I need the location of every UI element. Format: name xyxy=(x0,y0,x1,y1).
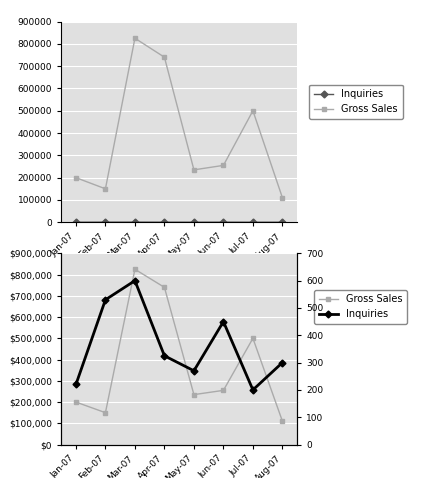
Inquiries xyxy=(132,278,138,283)
Inquiries xyxy=(280,360,285,366)
Gross Sales xyxy=(73,175,79,181)
Inquiries xyxy=(162,353,167,358)
Gross Sales xyxy=(162,54,167,60)
Inquiries xyxy=(103,297,108,303)
Inquiries xyxy=(162,219,167,225)
Inquiries xyxy=(132,219,138,225)
Gross Sales xyxy=(280,418,285,424)
Inquiries xyxy=(280,219,285,225)
Inquiries xyxy=(191,219,197,225)
Gross Sales xyxy=(221,388,226,393)
Gross Sales xyxy=(103,186,108,192)
Gross Sales xyxy=(132,35,138,41)
Inquiries xyxy=(250,219,256,225)
Gross Sales xyxy=(250,336,256,341)
Gross Sales xyxy=(132,266,138,272)
Line: Inquiries: Inquiries xyxy=(73,220,285,225)
Gross Sales xyxy=(191,167,197,173)
Line: Gross Sales: Gross Sales xyxy=(73,36,285,200)
Gross Sales xyxy=(73,399,79,405)
Gross Sales xyxy=(280,195,285,201)
Line: Gross Sales: Gross Sales xyxy=(73,267,285,424)
Legend: Gross Sales, Inquiries: Gross Sales, Inquiries xyxy=(314,290,407,324)
Gross Sales xyxy=(103,410,108,415)
Inquiries xyxy=(221,319,226,325)
Inquiries xyxy=(73,219,79,225)
Line: Inquiries: Inquiries xyxy=(73,278,285,392)
Legend: Inquiries, Gross Sales: Inquiries, Gross Sales xyxy=(309,85,402,119)
Gross Sales xyxy=(221,163,226,168)
Inquiries xyxy=(250,387,256,393)
Gross Sales xyxy=(250,108,256,114)
Gross Sales xyxy=(191,392,197,398)
Inquiries xyxy=(191,368,197,374)
Inquiries xyxy=(103,219,108,225)
Inquiries xyxy=(221,219,226,225)
Inquiries xyxy=(73,381,79,387)
Gross Sales xyxy=(162,284,167,290)
